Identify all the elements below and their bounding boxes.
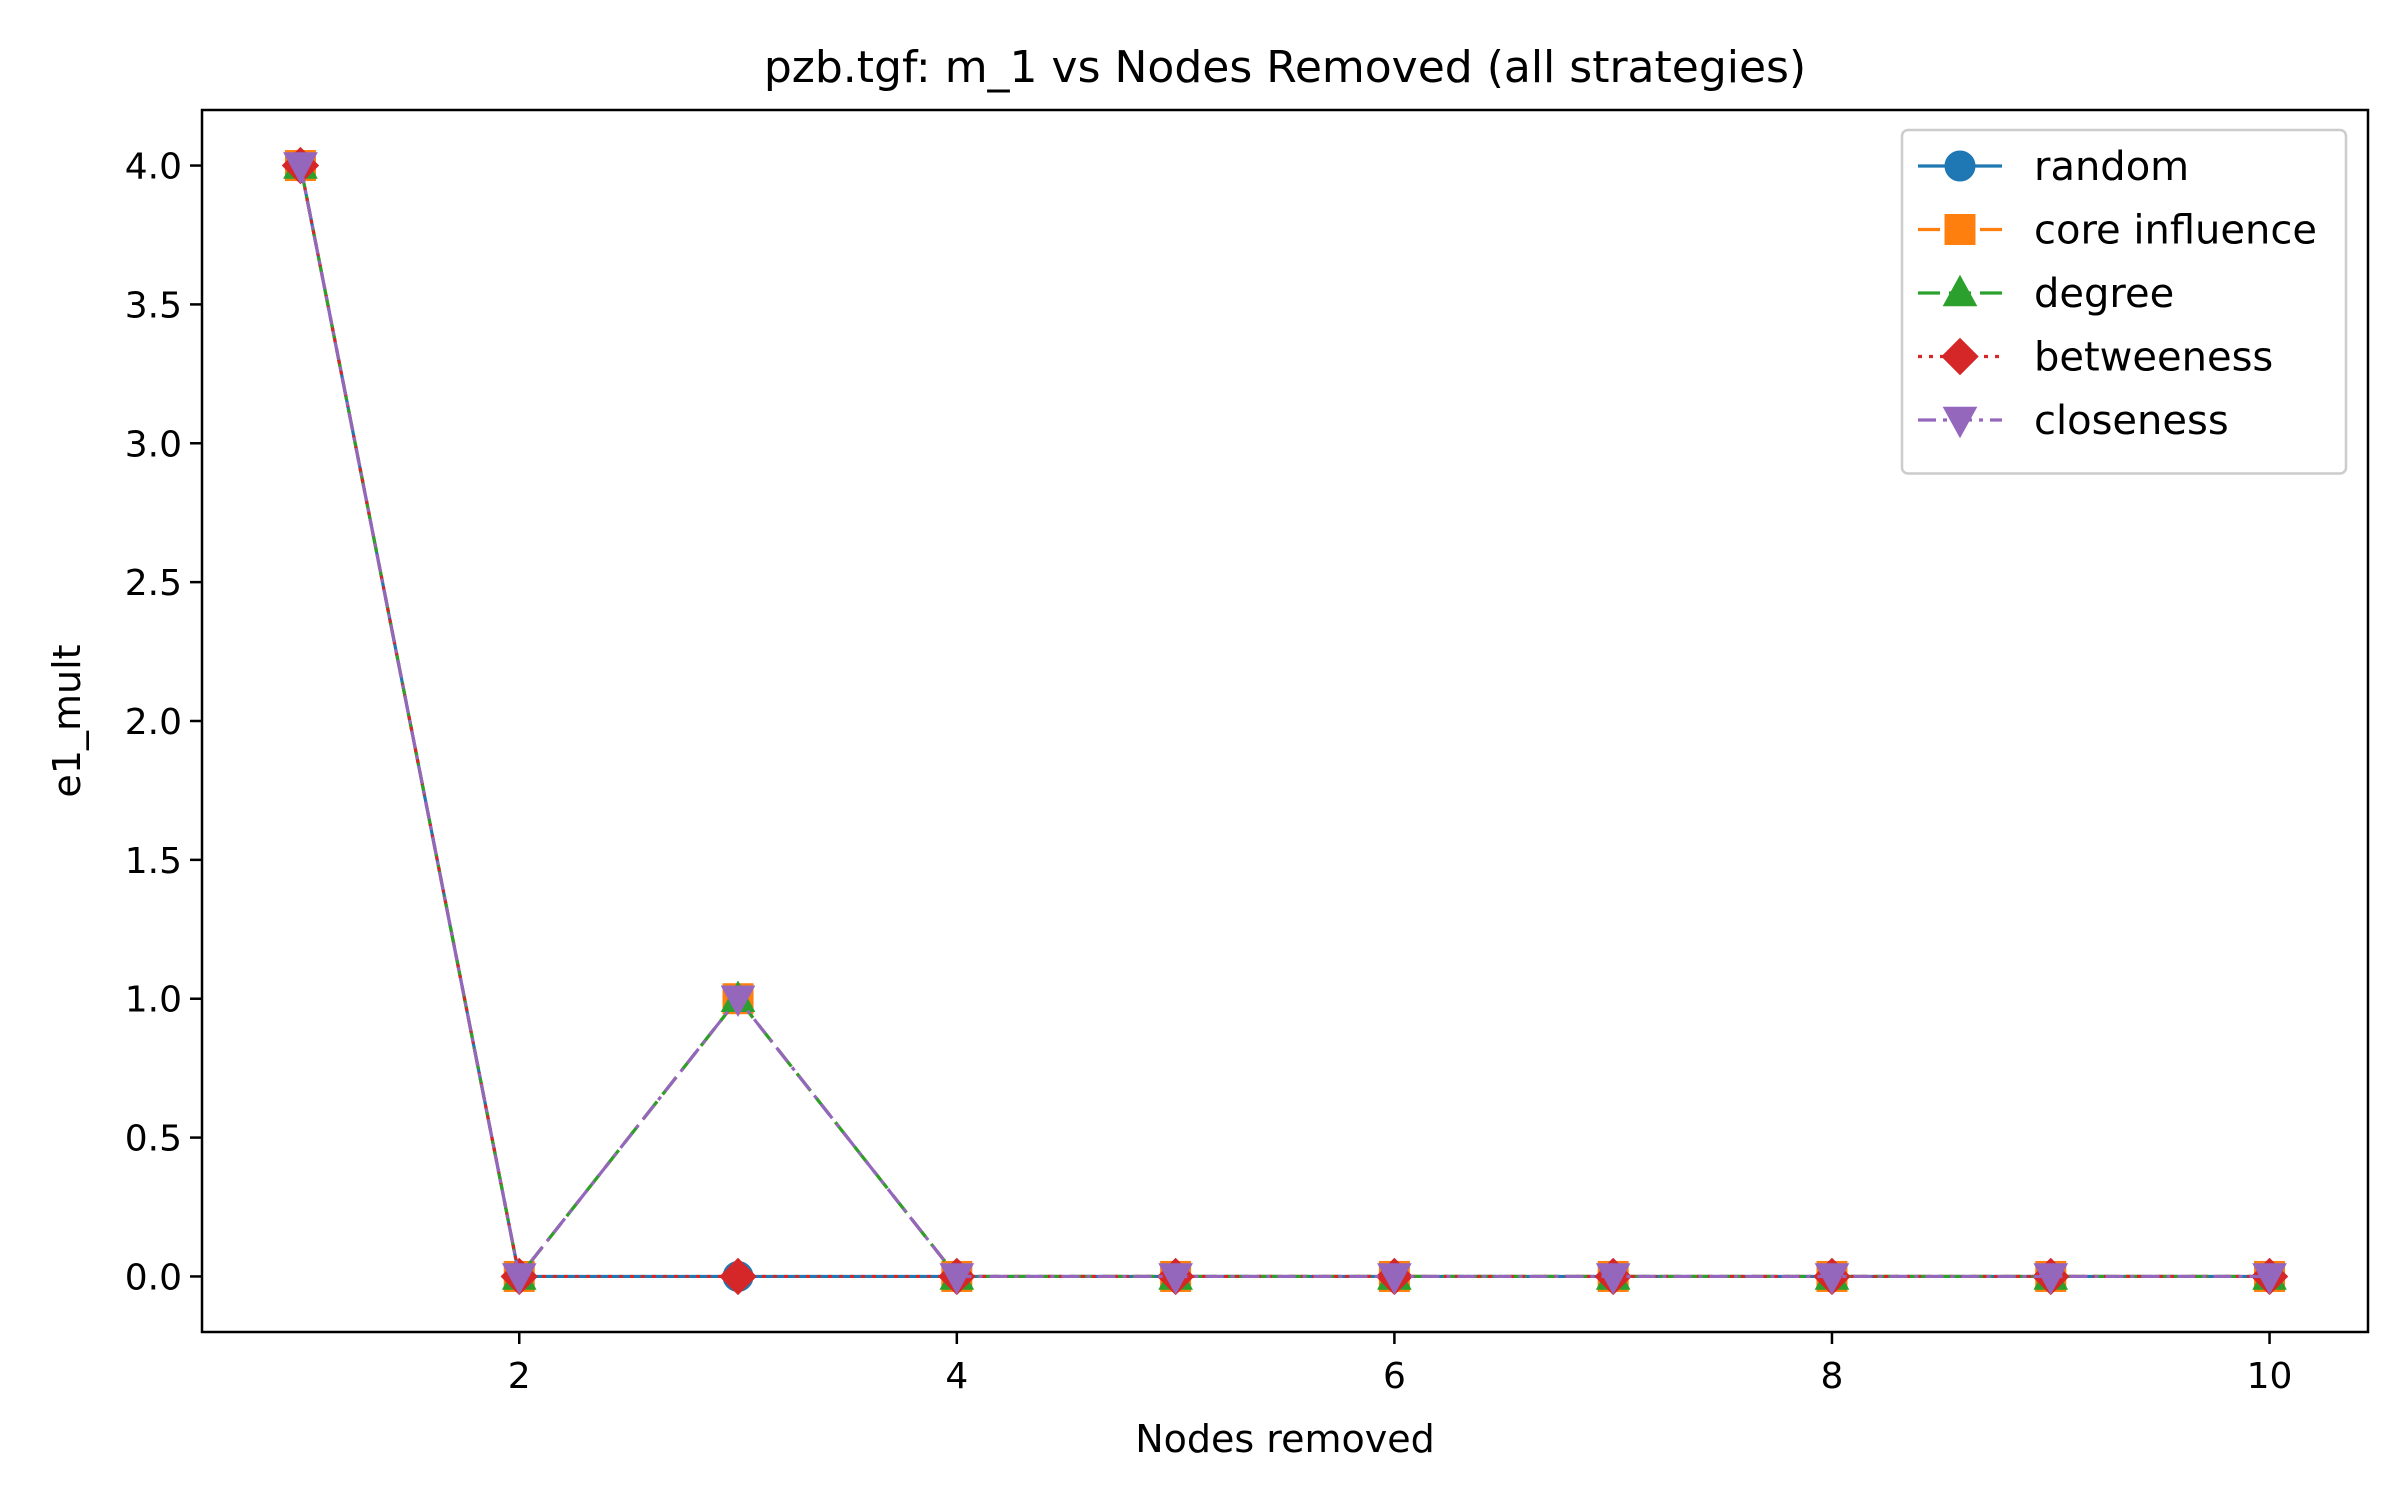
legend-label: core influence bbox=[2034, 208, 2317, 254]
x-tick-label: 4 bbox=[945, 1356, 968, 1397]
data-point bbox=[2252, 1263, 2287, 1295]
legend: random core influence degree betweeness clos… bbox=[1900, 128, 2348, 475]
data-point bbox=[719, 1257, 757, 1296]
series-layer bbox=[281, 146, 2289, 1296]
legend-marker bbox=[1941, 337, 1979, 376]
data-point bbox=[1377, 1263, 1412, 1295]
y-tick-label: 0.5 bbox=[125, 1119, 182, 1160]
data-point bbox=[501, 1263, 537, 1295]
x-tick-label: 8 bbox=[1821, 1356, 1844, 1397]
chart-title: pzb.tgf: m_1 vs Nodes Removed (all strat… bbox=[764, 42, 1806, 93]
y-tick-label: 2.5 bbox=[125, 563, 182, 604]
legend-marker bbox=[1942, 274, 1978, 307]
legend-label: degree bbox=[2034, 271, 2174, 317]
legend-label: betweeness bbox=[2034, 335, 2273, 381]
y-tick-label: 3.5 bbox=[125, 285, 182, 326]
series-line bbox=[298, 165, 2270, 1279]
legend-item: degree bbox=[1918, 271, 2174, 317]
legend-item: core influence bbox=[1918, 208, 2317, 254]
legend-marker bbox=[1944, 150, 1976, 182]
legend-marker bbox=[1942, 406, 1978, 439]
y-tick-label: 0.0 bbox=[125, 1257, 182, 1298]
x-axis-label: Nodes removed bbox=[1135, 1417, 1434, 1461]
legend-label: random bbox=[2034, 144, 2189, 190]
data-point bbox=[1814, 1263, 1850, 1295]
y-tick-label: 1.5 bbox=[125, 841, 182, 882]
y-axis-label: e1_mult bbox=[45, 644, 89, 797]
y-tick-label: 1.0 bbox=[125, 980, 182, 1021]
legend-box bbox=[1900, 128, 2348, 475]
series-closeness bbox=[283, 152, 2287, 1295]
data-point bbox=[1595, 1263, 1631, 1295]
y-axis: 0.0 0.5 1.0 1.5 2.0 2.5 3.0 3.5 4.0 bbox=[125, 147, 202, 1298]
y-tick-label: 3.0 bbox=[125, 424, 182, 465]
legend-item: closeness bbox=[1918, 398, 2229, 444]
legend-label: closeness bbox=[2034, 398, 2229, 444]
legend-item: betweeness bbox=[1918, 335, 2273, 381]
x-tick-label: 2 bbox=[508, 1356, 531, 1397]
data-point bbox=[2033, 1263, 2069, 1295]
legend-marker bbox=[1944, 214, 1976, 245]
y-tick-label: 2.0 bbox=[125, 702, 182, 743]
data-point bbox=[1158, 1263, 1193, 1295]
legend-item: random bbox=[1918, 144, 2189, 190]
x-tick-label: 6 bbox=[1383, 1356, 1406, 1397]
x-axis: 2 4 6 8 10 bbox=[508, 1332, 2293, 1397]
data-point bbox=[720, 985, 756, 1018]
data-point bbox=[283, 152, 318, 184]
x-tick-label: 10 bbox=[2247, 1356, 2293, 1397]
data-point bbox=[939, 1263, 975, 1295]
y-tick-label: 4.0 bbox=[125, 147, 182, 188]
